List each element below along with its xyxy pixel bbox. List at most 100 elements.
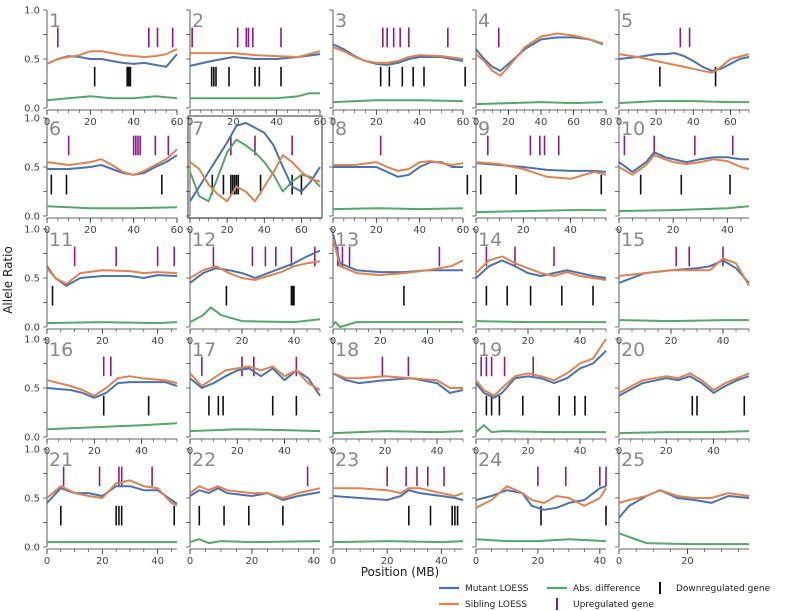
panel-6: 1.00.50.002040606 xyxy=(24,114,183,237)
abs-difference-line xyxy=(189,428,321,433)
abs-difference-line xyxy=(46,205,178,210)
y-tick-label: 0.0 xyxy=(24,433,40,444)
panel-number: 21 xyxy=(49,449,73,471)
x-tick-label: 40 xyxy=(574,446,587,457)
x-tick-label: 40 xyxy=(435,556,448,567)
panel-20: 0204020 xyxy=(615,338,750,457)
x-tick-label: 20 xyxy=(84,225,97,236)
abs-difference-line xyxy=(46,95,178,102)
x-tick-label: 40 xyxy=(151,556,164,567)
x-tick-label: 20 xyxy=(246,556,259,567)
y-tick-label: 0.5 xyxy=(24,55,40,66)
x-tick-label: 20 xyxy=(88,446,101,457)
sibling-loess-line xyxy=(332,372,463,389)
x-tick-label: 40 xyxy=(278,446,291,457)
x-tick-label: 60 xyxy=(457,117,470,128)
x-tick-label: 40 xyxy=(413,225,426,236)
sibling-loess-line xyxy=(332,46,464,64)
x-tick-label: 20 xyxy=(517,225,530,236)
panel-8: 02040608 xyxy=(329,117,470,236)
panel-number: 13 xyxy=(335,229,359,251)
x-tick-label: 0 xyxy=(330,556,336,567)
x-tick-label: 40 xyxy=(127,117,140,128)
mutant-loess-line xyxy=(189,121,321,202)
x-tick-label: 40 xyxy=(721,225,734,236)
mutant-loess-line xyxy=(475,36,604,72)
x-tick-label: 40 xyxy=(717,336,730,347)
x-tick-label: 60 xyxy=(295,225,308,236)
panel-number: 23 xyxy=(335,449,359,471)
panel-2: 02040602 xyxy=(186,9,326,128)
panel-number: 5 xyxy=(621,10,633,32)
legend: Mutant LOESS Sibling LOESS Abs. difference… xyxy=(439,582,771,610)
panel-10: 0204010 xyxy=(615,117,750,236)
abs-difference-line xyxy=(46,321,178,325)
sibling-loess-line xyxy=(618,53,750,74)
mutant-loess-line xyxy=(332,233,463,274)
mutant-loess-line xyxy=(475,350,607,399)
y-tick-label: 0.0 xyxy=(24,104,40,115)
abs-difference-line xyxy=(618,430,750,435)
x-tick-label: 20 xyxy=(522,446,535,457)
sibling-loess-line xyxy=(333,487,464,497)
x-tick-label: 40 xyxy=(151,336,164,347)
x-tick-label: 20 xyxy=(650,117,663,128)
x-tick-label: 40 xyxy=(564,225,577,236)
sibling-loess-line xyxy=(618,372,750,394)
y-tick-label: 1.0 xyxy=(24,335,40,346)
mutant-loess-line xyxy=(189,487,321,501)
highlight-frame xyxy=(187,115,323,219)
panel-number: 7 xyxy=(192,118,204,140)
sibling-loess-line xyxy=(190,50,321,58)
x-tick-label: 40 xyxy=(574,336,587,347)
x-tick-label: 20 xyxy=(379,446,392,457)
panel-18: 0204018 xyxy=(329,338,464,457)
panel-15: 0204015 xyxy=(615,228,750,347)
sibling-loess-line xyxy=(475,485,607,509)
panel-number: 15 xyxy=(621,229,645,251)
x-tick-label: 20 xyxy=(374,336,387,347)
panel-12: 0204012 xyxy=(186,228,321,347)
panel-9: 020409 xyxy=(472,117,607,236)
panel-23: 0 20 40 23 xyxy=(329,448,464,567)
panel-grid: 1.00.50.00204060102040602020406030204060… xyxy=(24,6,750,567)
panel-number: 19 xyxy=(478,339,502,361)
sibling-loess-line xyxy=(618,489,750,504)
panel-17: 0204017 xyxy=(186,338,321,457)
panel-number: 17 xyxy=(192,339,216,361)
sibling-loess-line xyxy=(46,48,178,65)
legend-label-down: Downregulated gene xyxy=(676,584,771,594)
x-tick-label: 0 xyxy=(187,556,193,567)
x-tick-label: 40 xyxy=(135,446,148,457)
abs-difference-line xyxy=(332,430,464,435)
panel-25: 0 20 25 xyxy=(615,448,750,567)
x-tick-label: 40 xyxy=(127,225,140,236)
y-tick-label: 1.0 xyxy=(24,6,40,17)
panel-number: 9 xyxy=(478,118,490,140)
panel-number: 16 xyxy=(49,339,73,361)
abs-difference-line xyxy=(189,538,321,545)
legend-label-up: Upregulated gene xyxy=(573,600,654,610)
x-tick-label: 60 xyxy=(457,225,470,236)
sibling-loess-line xyxy=(475,32,604,77)
panel-number: 12 xyxy=(192,229,216,251)
mutant-loess-line xyxy=(332,372,464,394)
abs-difference-line xyxy=(332,540,464,544)
mutant-loess-line xyxy=(618,489,750,519)
y-tick-label: 0.5 xyxy=(24,163,40,174)
x-tick-label: 20 xyxy=(667,225,680,236)
mutant-loess-line xyxy=(189,249,321,284)
x-tick-label: 20 xyxy=(96,336,109,347)
x-tick-label: 40 xyxy=(288,336,301,347)
mutant-loess-line xyxy=(618,375,750,397)
x-tick-label: 20 xyxy=(502,117,515,128)
abs-difference-line xyxy=(189,306,321,324)
panel-number: 3 xyxy=(335,10,347,32)
legend-label-mutant: Mutant LOESS xyxy=(465,584,529,594)
x-tick-label: 60 xyxy=(724,117,737,128)
panel-14: 0204014 xyxy=(472,228,607,347)
panel-13: 0204013 xyxy=(329,228,464,347)
x-tick-label: 60 xyxy=(567,117,580,128)
x-tick-label: 60 xyxy=(171,225,184,236)
